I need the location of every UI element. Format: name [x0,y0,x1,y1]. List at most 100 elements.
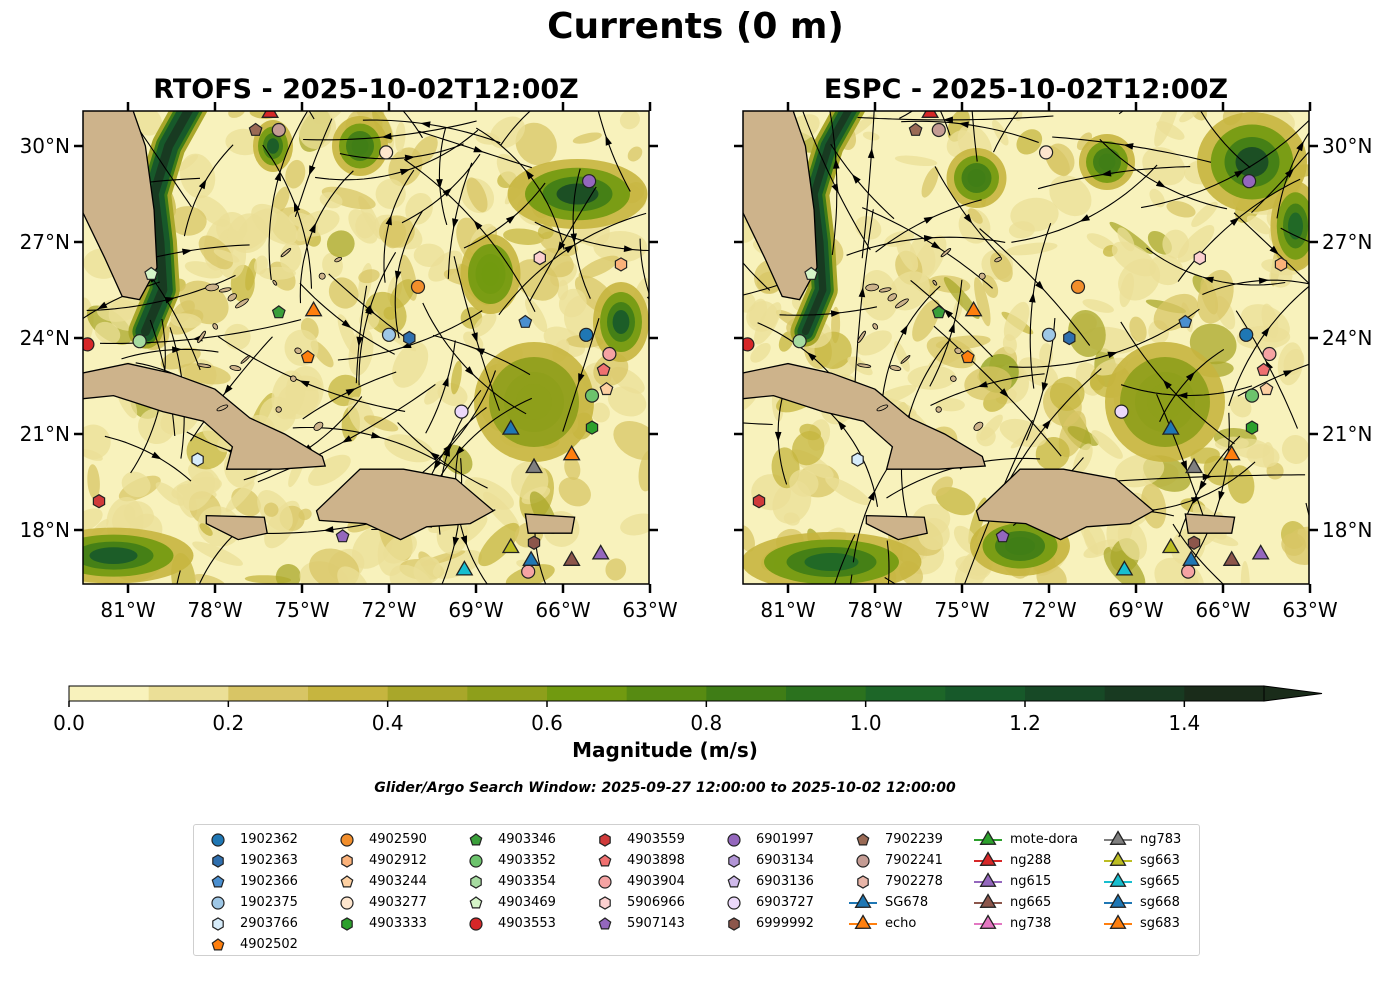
streamline-arrow [1107,351,1118,359]
streamline-arrow [923,216,934,224]
argo-float-marker [527,535,541,550]
island [290,375,297,382]
legend-label: echo [885,916,917,931]
streamline-arrow [1042,419,1052,430]
legend-label: 4903553 [498,916,556,931]
land-mass [524,513,576,534]
colorbar-tick-label: 0.0 [53,711,85,735]
speed-contour [179,153,216,199]
streamline-arrow [420,121,431,128]
streamline [830,143,895,220]
streamline-arrow [697,417,707,424]
land-mass [865,514,928,541]
legend-label: 6903727 [756,895,814,910]
streamline-arrow [254,44,263,53]
argo-float-marker [92,494,106,509]
colorbar-tick-label: 1.4 [1168,711,1200,735]
legend-item: 6903727 [718,892,814,913]
glider-marker [562,550,581,566]
legend-label: 1902362 [240,832,298,847]
streamline [104,435,192,482]
speed-contour [326,230,355,258]
island [318,272,326,280]
search-window-text: Glider/Argo Search Window: 2025-09-27 12… [374,780,956,796]
lon-tick-label: 66°W [535,598,590,622]
speed-contour [558,288,587,318]
streamline-arrow [1035,280,1045,291]
streamline-arrow [342,64,352,72]
legend-marker-circle-icon [340,833,354,847]
glider-marker [1161,537,1180,554]
speed-contour [1189,323,1237,365]
speed-contour [638,449,649,492]
legend-marker [598,854,612,867]
streamline [939,111,951,136]
streamline-arrow [1185,80,1192,90]
legend-marker-pentagon-icon [211,938,225,951]
speed-contour [275,564,301,584]
land-mass [1184,513,1236,534]
legend-marker-hexagon-icon [599,896,611,910]
island [240,355,251,364]
legend-marker-hexagon-icon [857,875,869,889]
streamline-arrow [452,536,460,548]
legend-marker-circle-icon [727,896,741,910]
streamline-arrow [399,168,411,176]
streamline-arrow [460,535,467,546]
streamline-arrow [841,639,848,649]
streamline [834,534,856,584]
land-mass [975,468,1155,541]
colorbar-tick-label: 0.2 [212,711,244,735]
legend-marker [211,896,225,910]
island [227,293,237,302]
colorbar-tick-label: 1.2 [1009,711,1041,735]
speed-contour [1166,200,1196,218]
argo-float-marker [752,494,766,509]
legend-marker-triangle-icon [974,893,1002,908]
speed-contour [1142,147,1186,186]
legend-label: 4902502 [240,937,298,952]
speed-contour [921,166,939,198]
legend-marker [727,875,741,888]
argo-float-marker [1262,346,1277,362]
argo-float-marker [132,334,147,349]
gulf-stream [140,111,194,337]
streamline [993,111,1019,153]
legend-marker [728,917,740,931]
streamline [1280,227,1309,243]
legend-label: ng665 [1010,895,1052,910]
legend-item: 4902502 [202,934,298,955]
lon-tick-label: 81°W [760,598,815,622]
streamline-arrow [712,297,722,303]
argo-float-marker [602,346,617,362]
island [313,421,324,431]
legend-item: ng615 [972,871,1078,892]
speed-contour [160,347,201,370]
argo-float-marker [1181,564,1196,579]
argo-float-marker [579,327,594,342]
speed-contour [94,321,121,345]
legend-label: ng783 [1140,832,1182,847]
streamline [857,115,1054,121]
legend-marker [1109,872,1127,887]
streamline-arrow [182,248,193,255]
streamline-arrow [293,201,301,212]
legend-label: 2903766 [240,916,298,931]
island [994,257,1003,263]
streamline [438,128,448,226]
legend-item: 4903469 [460,892,556,913]
legend-marker [979,851,997,866]
land-mass [83,362,327,470]
speed-contour [363,415,399,432]
streamline-arrow [1285,168,1295,178]
legend-marker [857,875,869,889]
legend-item: 4903277 [331,892,427,913]
island [932,279,938,286]
speed-contour [328,277,359,309]
speed-contour [1177,225,1215,263]
legend-label: 1902366 [240,874,298,889]
speed-contour [754,302,782,345]
speed-contour [992,119,1009,146]
streamline-arrow [1052,67,1062,76]
streamline-arrow [442,376,449,387]
